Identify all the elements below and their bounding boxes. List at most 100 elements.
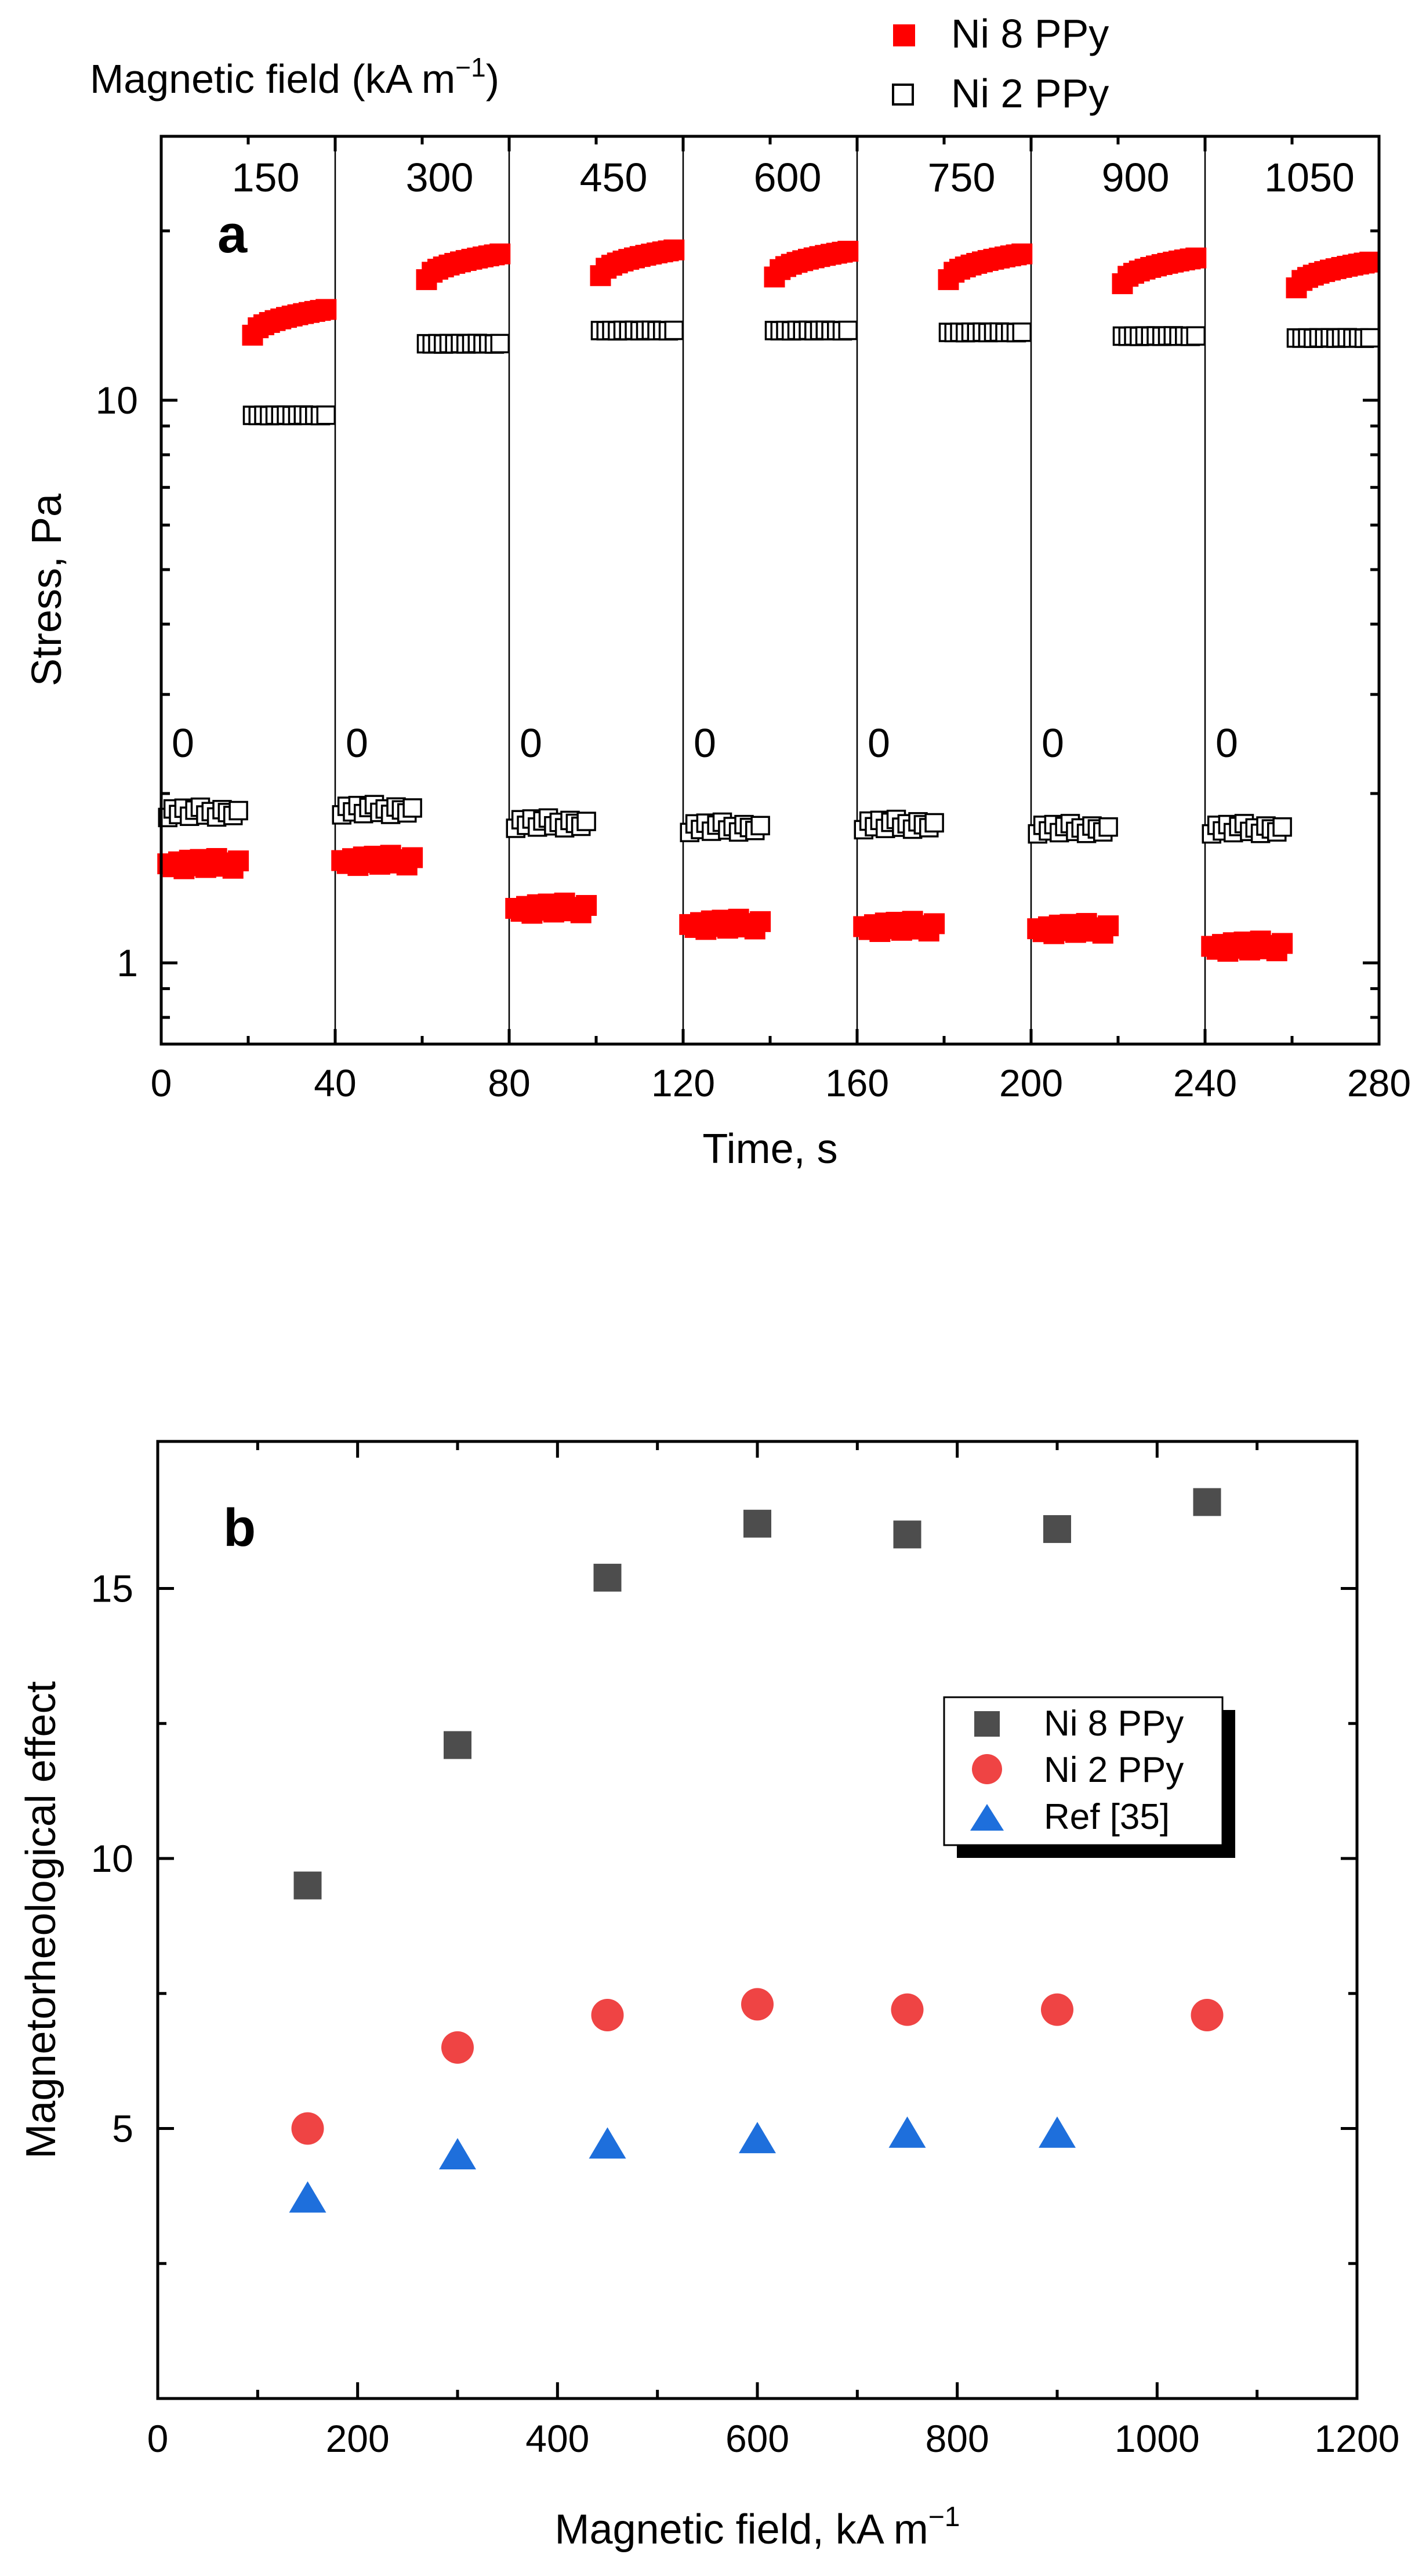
panel-b-xlabel: Magnetic field, kA m−1 — [554, 2502, 960, 2553]
panel-a-interval-lines — [334, 136, 1206, 1044]
ni8ppy-point — [750, 911, 771, 932]
legend-label-ref35: Ref [35] — [1044, 1797, 1170, 1837]
field-on-label: 750 — [928, 155, 996, 200]
panel-a-data-points — [157, 239, 1381, 962]
ni2ppy-mr-point — [441, 2031, 474, 2064]
legend-marker-ni8ppy — [974, 1711, 1000, 1737]
ni8ppy-point — [663, 239, 685, 260]
ni2ppy-mr-point — [891, 1993, 924, 2026]
ni8ppy-mr-point — [1043, 1515, 1071, 1544]
x-tick-label: 0 — [147, 2417, 169, 2460]
panel-b-mr-effect-vs-field: 0 200 400 600 800 1000 1200 5 10 15 b Ni 8 PPy Ni… — [18, 1440, 1400, 2553]
legend-label-ni8ppy: Ni 8 PPy — [1044, 1704, 1184, 1744]
field-on-label: 450 — [580, 155, 648, 200]
ref35-mr-point — [888, 2116, 926, 2148]
panel-b-ylabel: Magnetorheological effect — [18, 1681, 64, 2158]
ni8ppy-point — [837, 241, 859, 262]
field-off-label: 0 — [346, 720, 368, 766]
ni8ppy-mr-point — [893, 1520, 921, 1549]
ni8ppy-point — [1098, 915, 1119, 937]
y-tick-label: 5 — [112, 2107, 133, 2150]
field-off-label: 0 — [868, 720, 890, 766]
panel-a-ylabel: Stress, Pa — [24, 493, 70, 686]
panel-a-ticks: 0 40 80 120 160 200 240 280 1 10 — [96, 136, 1411, 1104]
x-tick-label: 400 — [525, 2417, 589, 2460]
panel-b-legend: Ni 8 PPy Ni 2 PPy Ref [35] — [943, 1696, 1235, 1858]
ni8ppy-point — [576, 894, 597, 916]
field-on-label: 1050 — [1264, 155, 1355, 200]
ni2ppy-point — [750, 816, 770, 836]
ni2ppy-point — [1098, 817, 1118, 837]
y-tick-label: 1 — [117, 941, 138, 984]
panel-a-legend: Ni 8 PPy Ni 2 PPy — [892, 11, 1109, 116]
ref35-mr-point — [739, 2122, 776, 2154]
field-on-label: 150 — [232, 155, 300, 200]
ni8ppy-point — [315, 299, 337, 320]
ni8ppy-point — [489, 243, 511, 265]
panel-a-field-labels: 150 0 300 0 450 0 600 0 750 0 900 0 1050 0 — [172, 155, 1355, 766]
field-on-label: 900 — [1102, 155, 1170, 200]
ni2ppy-point — [664, 320, 684, 340]
ref35-mr-point — [1039, 2116, 1076, 2148]
x-tick-label: 40 — [314, 1061, 356, 1104]
ni2ppy-point — [402, 798, 422, 818]
ni2ppy-point — [490, 334, 510, 354]
legend-label-ni2ppy: Ni 2 PPy — [951, 71, 1109, 116]
panel-a-stress-vs-time: Magnetic field (kA m−1) Ni 8 PPy Ni 2 PP… — [24, 11, 1411, 1172]
x-tick-label: 200 — [326, 2417, 390, 2460]
legend-marker-ni2ppy — [972, 1754, 1002, 1784]
panel-b-data-points — [289, 1488, 1224, 2213]
x-tick-label: 160 — [825, 1061, 889, 1104]
ni8ppy-mr-point — [593, 1563, 622, 1592]
ni8ppy-mr-point — [444, 1731, 471, 1759]
x-tick-label: 0 — [151, 1061, 172, 1104]
legend-marker-ni2ppy — [892, 84, 914, 106]
ni2ppy-point — [838, 320, 858, 340]
x-tick-label: 280 — [1347, 1061, 1411, 1104]
legend-label-ni2ppy: Ni 2 PPy — [1044, 1750, 1184, 1790]
x-tick-label: 240 — [1173, 1061, 1237, 1104]
x-tick-label: 200 — [999, 1061, 1063, 1104]
panel-b-frame — [156, 1440, 1359, 2400]
ni8ppy-point — [402, 847, 423, 868]
field-off-label: 0 — [1042, 720, 1064, 766]
ref35-mr-point — [589, 2127, 626, 2159]
ni8ppy-point — [1011, 243, 1033, 265]
panel-b-tag: b — [223, 1498, 256, 1557]
ni2ppy-point — [576, 811, 596, 831]
ni2ppy-mr-point — [1191, 1998, 1224, 2031]
ni8ppy-mr-point — [293, 1871, 322, 1900]
panel-b-ticks: 0 200 400 600 800 1000 1200 5 10 15 — [91, 1441, 1400, 2460]
field-off-label: 0 — [694, 720, 716, 766]
x-tick-label: 1000 — [1115, 2417, 1200, 2460]
y-tick-label: 15 — [91, 1567, 133, 1610]
ni8ppy-mr-point — [743, 1509, 771, 1538]
ni2ppy-point — [228, 800, 248, 821]
ni2ppy-mr-point — [1041, 1993, 1073, 2026]
panel-a-tag: a — [217, 205, 248, 264]
x-tick-label: 600 — [725, 2417, 789, 2460]
field-off-label: 0 — [1215, 720, 1238, 766]
ni8ppy-point — [228, 850, 249, 872]
ni2ppy-point — [1360, 328, 1380, 348]
ni2ppy-point — [1186, 326, 1206, 346]
ref35-mr-point — [439, 2138, 476, 2170]
ni2ppy-point — [316, 405, 336, 425]
ni8ppy-point — [1272, 933, 1293, 954]
ni2ppy-mr-point — [591, 1998, 624, 2031]
field-on-label: 300 — [406, 155, 474, 200]
x-tick-label: 1200 — [1315, 2417, 1400, 2460]
field-off-label: 0 — [172, 720, 194, 766]
x-tick-label: 80 — [488, 1061, 530, 1104]
x-tick-label: 120 — [651, 1061, 715, 1104]
ni8ppy-point — [924, 913, 945, 934]
ni8ppy-mr-point — [1193, 1488, 1221, 1516]
ni2ppy-point — [1272, 817, 1292, 837]
x-tick-label: 800 — [926, 2417, 989, 2460]
ref35-mr-point — [289, 2181, 326, 2213]
field-off-label: 0 — [520, 720, 542, 766]
panel-a-xlabel: Time, s — [702, 1126, 837, 1172]
ni8ppy-point — [1185, 247, 1207, 269]
ni2ppy-point — [1012, 322, 1032, 342]
